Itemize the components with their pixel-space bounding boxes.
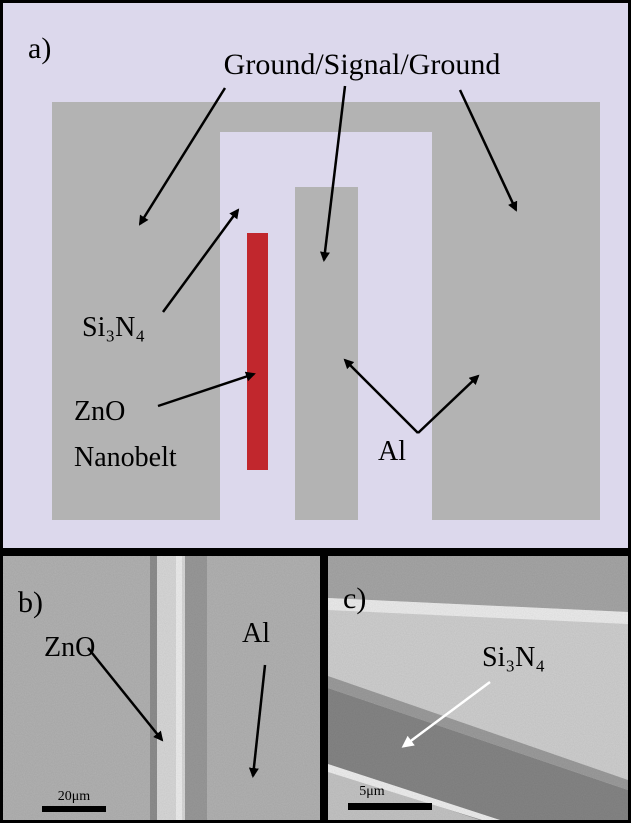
nanobelt-label: Nanobelt: [74, 442, 177, 473]
si3n4-label: Si₃N₄: [482, 642, 545, 673]
figure: a) Ground/Signal/Ground Si₃N₄ ZnO Nanobe…: [0, 0, 631, 823]
panel-label: c): [343, 582, 366, 615]
panel-a: a) Ground/Signal/Ground Si₃N₄ ZnO Nanobe…: [3, 3, 628, 548]
scale-label: 20μm: [58, 789, 91, 804]
panel-c: c) Si₃N₄ 5μm: [328, 556, 628, 820]
nanobelt: [247, 233, 268, 470]
al-label: Al: [378, 436, 406, 467]
scale-bar: [348, 803, 432, 810]
title-label: Ground/Signal/Ground: [224, 48, 501, 81]
panel-label: b): [18, 586, 43, 619]
scale-label: 5μm: [359, 784, 385, 799]
al-label: Al: [242, 618, 270, 649]
scale-bar: [42, 806, 106, 812]
zno-label: ZnO: [74, 396, 125, 427]
zno-label: ZnO: [44, 632, 95, 663]
panel-label: a): [28, 32, 51, 65]
panel-b: b) ZnO Al 20μm: [3, 556, 320, 820]
si3n4-label: Si₃N₄: [82, 312, 145, 343]
